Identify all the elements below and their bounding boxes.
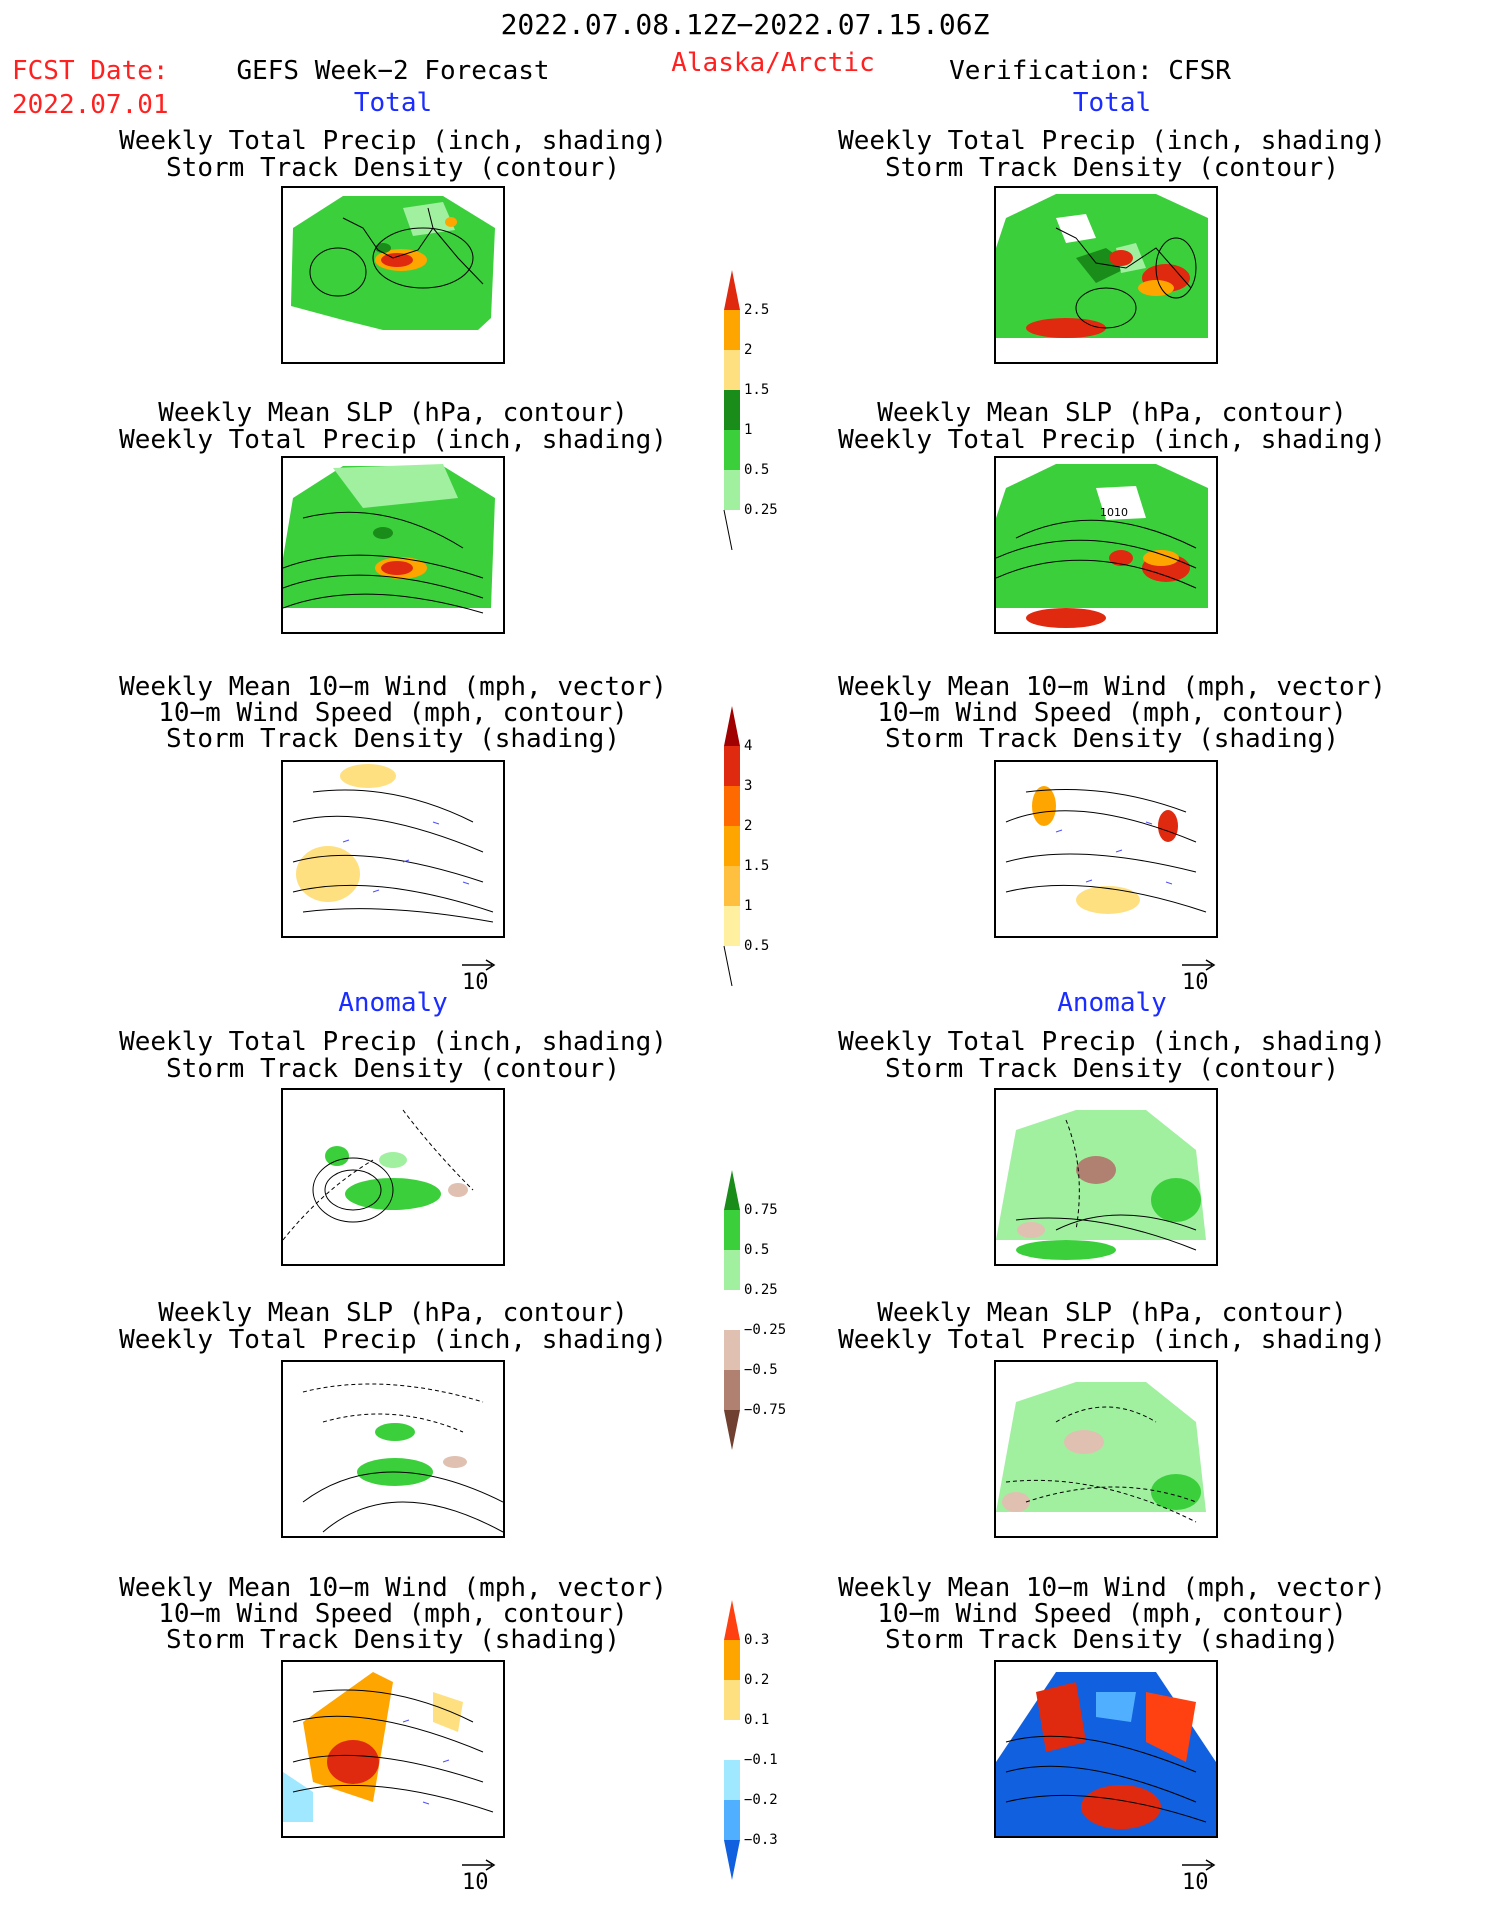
cb-pa-5: −0.75 xyxy=(744,1402,787,1418)
section-total-left: Total xyxy=(353,88,433,118)
cb-st-5: 0.5 xyxy=(744,938,770,954)
title-r6-b: 10−m Wind Speed (mph, contour) xyxy=(877,1599,1347,1629)
cb-pt-5: 0.25 xyxy=(744,502,778,518)
title-l3-a: Weekly Mean 10−m Wind (mph, vector) xyxy=(119,672,667,702)
vector-ref-l6-label: 10 xyxy=(462,1870,489,1895)
vector-ref-r6-label: 10 xyxy=(1182,1870,1209,1895)
cb-st-3: 1.5 xyxy=(744,858,770,874)
vector-ref-l6: 10 xyxy=(462,1858,496,1894)
title-r6-a: Weekly Mean 10−m Wind (mph, vector) xyxy=(838,1573,1386,1603)
cb-sa-2: 0.1 xyxy=(744,1712,770,1728)
title-l1-b: Storm Track Density (contour) xyxy=(166,153,620,183)
colorbar-precip-anom-svg xyxy=(724,1170,740,1450)
title-r2-b: Weekly Total Precip (inch, shading) xyxy=(838,425,1386,455)
left-column-title: GEFS Week−2 Forecast xyxy=(236,56,550,86)
section-total-right: Total xyxy=(1072,88,1152,118)
title-r3-b: 10−m Wind Speed (mph, contour) xyxy=(877,698,1347,728)
cb-sa-5: −0.3 xyxy=(744,1832,778,1848)
title-r5-b: Weekly Total Precip (inch, shading) xyxy=(838,1325,1386,1355)
title-l6-a: Weekly Mean 10−m Wind (mph, vector) xyxy=(119,1573,667,1603)
title-l2-b: Weekly Total Precip (inch, shading) xyxy=(119,425,667,455)
title-l3-b: 10−m Wind Speed (mph, contour) xyxy=(158,698,628,728)
map-anom-wind-forecast xyxy=(281,1660,505,1838)
cb-pa-0: 0.75 xyxy=(744,1202,778,1218)
title-r6-c: Storm Track Density (shading) xyxy=(885,1625,1339,1655)
fcst-date-label: FCST Date: xyxy=(12,56,169,86)
title-l5-a: Weekly Mean SLP (hPa, contour) xyxy=(158,1298,628,1328)
colorbar-storm-anom-svg xyxy=(724,1600,740,1880)
title-l6-b: 10−m Wind Speed (mph, contour) xyxy=(158,1599,628,1629)
cb-st-2: 2 xyxy=(744,818,753,834)
title-l5-b: Weekly Total Precip (inch, shading) xyxy=(119,1325,667,1355)
title-l4-a: Weekly Total Precip (inch, shading) xyxy=(119,1027,667,1057)
map-anom-wind-verification xyxy=(994,1660,1218,1838)
title-r4-b: Storm Track Density (contour) xyxy=(885,1054,1339,1084)
map-anom-precip-forecast xyxy=(281,1088,505,1266)
colorbar-storm-total: 4 3 2 1.5 1 0.5 xyxy=(722,706,769,990)
title-l2-a: Weekly Mean SLP (hPa, contour) xyxy=(158,398,628,428)
title-r1-a: Weekly Total Precip (inch, shading) xyxy=(838,126,1386,156)
map-wind-forecast xyxy=(281,760,505,938)
vector-ref-l3: 10 xyxy=(462,958,496,994)
colorbar-precip-total: 2.5 2 1.5 1 0.5 0.25 xyxy=(722,270,778,554)
map-anom-precip-verification xyxy=(994,1088,1218,1266)
right-column-title: Verification: CFSR xyxy=(949,56,1231,86)
title-r1-b: Storm Track Density (contour) xyxy=(885,153,1339,183)
region-title: Alaska/Arctic xyxy=(671,48,875,78)
map-slp-precip-verification: 1010 xyxy=(994,456,1218,634)
title-l3-c: Storm Track Density (shading) xyxy=(166,724,620,754)
cb-pt-0: 2.5 xyxy=(744,302,770,318)
vector-ref-r3: 10 xyxy=(1182,958,1216,994)
vector-ref-l3-label: 10 xyxy=(462,970,489,995)
cb-sa-0: 0.3 xyxy=(744,1632,770,1648)
period-title: 2022.07.08.12Z−2022.07.15.06Z xyxy=(500,8,990,41)
cb-pt-2: 1.5 xyxy=(744,382,770,398)
section-anomaly-right: Anomaly xyxy=(1057,988,1167,1018)
colorbar-storm-total-svg xyxy=(723,706,740,987)
colorbar-precip-anom: 0.75 0.5 0.25 −0.25 −0.5 −0.75 xyxy=(722,1170,786,1454)
cb-st-1: 3 xyxy=(744,778,753,794)
cb-pt-4: 0.5 xyxy=(744,462,770,478)
colorbar-precip-total-svg xyxy=(723,270,740,551)
cb-pa-3: −0.25 xyxy=(744,1322,787,1338)
title-r3-a: Weekly Mean 10−m Wind (mph, vector) xyxy=(838,672,1386,702)
title-l1-a: Weekly Total Precip (inch, shading) xyxy=(119,126,667,156)
map-anom-slp-forecast xyxy=(281,1360,505,1538)
vector-ref-r6: 10 xyxy=(1182,1858,1216,1894)
cb-pa-1: 0.5 xyxy=(744,1242,770,1258)
map-wind-verification xyxy=(994,760,1218,938)
cb-st-4: 1 xyxy=(744,898,753,914)
cb-pt-3: 1 xyxy=(744,422,753,438)
cb-sa-1: 0.2 xyxy=(744,1672,770,1688)
cb-sa-3: −0.1 xyxy=(744,1752,778,1768)
cb-pt-1: 2 xyxy=(744,342,753,358)
title-r4-a: Weekly Total Precip (inch, shading) xyxy=(838,1027,1386,1057)
cb-st-0: 4 xyxy=(744,738,753,754)
map-total-precip-verification xyxy=(994,186,1218,364)
title-l4-b: Storm Track Density (contour) xyxy=(166,1054,620,1084)
contour-label-1010: 1010 xyxy=(1100,506,1128,519)
map-total-precip-forecast xyxy=(281,186,505,364)
cb-pa-2: 0.25 xyxy=(744,1282,778,1298)
colorbar-storm-anom: 0.3 0.2 0.1 −0.1 −0.2 −0.3 xyxy=(722,1600,778,1884)
title-r3-c: Storm Track Density (shading) xyxy=(885,724,1339,754)
title-l6-c: Storm Track Density (shading) xyxy=(166,1625,620,1655)
vector-ref-r3-label: 10 xyxy=(1182,970,1209,995)
map-anom-slp-verification xyxy=(994,1360,1218,1538)
cb-sa-4: −0.2 xyxy=(744,1792,778,1808)
title-r2-a: Weekly Mean SLP (hPa, contour) xyxy=(877,398,1347,428)
title-r5-a: Weekly Mean SLP (hPa, contour) xyxy=(877,1298,1347,1328)
map-slp-precip-forecast xyxy=(281,456,505,634)
cb-pa-4: −0.5 xyxy=(744,1362,778,1378)
section-anomaly-left: Anomaly xyxy=(338,988,448,1018)
fcst-date-value: 2022.07.01 xyxy=(12,90,169,120)
